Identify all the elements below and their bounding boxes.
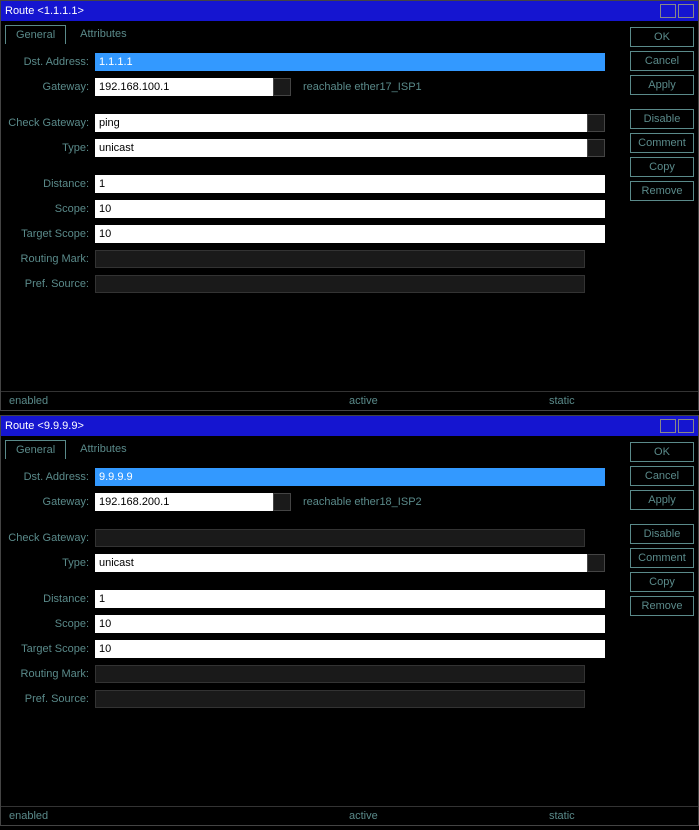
scope-input[interactable] xyxy=(95,200,605,218)
status-enabled: enabled xyxy=(9,395,349,407)
type-dropdown[interactable] xyxy=(587,139,605,157)
target-scope-input[interactable] xyxy=(95,640,605,658)
tab-general[interactable]: General xyxy=(5,440,66,459)
tabs: General Attributes xyxy=(5,25,624,44)
pref-source-input[interactable] xyxy=(95,690,585,708)
check-gateway-label: Check Gateway: xyxy=(5,532,95,544)
target-scope-label: Target Scope: xyxy=(5,228,95,240)
gateway-input[interactable] xyxy=(95,493,273,511)
routing-mark-label: Routing Mark: xyxy=(5,253,95,265)
gateway-dropdown[interactable] xyxy=(273,78,291,96)
remove-button[interactable]: Remove xyxy=(630,181,694,201)
statusbar: enabled active static xyxy=(1,391,698,410)
scope-label: Scope: xyxy=(5,618,95,630)
pref-source-label: Pref. Source: xyxy=(5,693,95,705)
titlebar[interactable]: Route <1.1.1.1> xyxy=(1,1,698,21)
gateway-status: reachable ether17_ISP1 xyxy=(303,81,422,93)
gateway-label: Gateway: xyxy=(5,81,95,93)
tabs: General Attributes xyxy=(5,440,624,459)
status-static: static xyxy=(549,810,690,822)
distance-label: Distance: xyxy=(5,178,95,190)
target-scope-label: Target Scope: xyxy=(5,643,95,655)
type-label: Type: xyxy=(5,142,95,154)
distance-input[interactable] xyxy=(95,590,605,608)
status-active: active xyxy=(349,810,549,822)
cancel-button[interactable]: Cancel xyxy=(630,51,694,71)
tab-attributes[interactable]: Attributes xyxy=(70,25,136,44)
routing-mark-input[interactable] xyxy=(95,665,585,683)
minimize-button[interactable] xyxy=(660,419,676,433)
gateway-status: reachable ether18_ISP2 xyxy=(303,496,422,508)
dst-address-label: Dst. Address: xyxy=(5,56,95,68)
target-scope-input[interactable] xyxy=(95,225,605,243)
dst-address-input[interactable] xyxy=(95,53,605,71)
tab-attributes[interactable]: Attributes xyxy=(70,440,136,459)
gateway-dropdown[interactable] xyxy=(273,493,291,511)
routing-mark-input[interactable] xyxy=(95,250,585,268)
apply-button[interactable]: Apply xyxy=(630,490,694,510)
status-static: static xyxy=(549,395,690,407)
type-input[interactable] xyxy=(95,554,587,572)
ok-button[interactable]: OK xyxy=(630,442,694,462)
status-enabled: enabled xyxy=(9,810,349,822)
remove-button[interactable]: Remove xyxy=(630,596,694,616)
pref-source-input[interactable] xyxy=(95,275,585,293)
dst-address-input[interactable] xyxy=(95,468,605,486)
route-window-2: Route <9.9.9.9> General Attributes Dst. … xyxy=(0,415,699,826)
distance-input[interactable] xyxy=(95,175,605,193)
pref-source-label: Pref. Source: xyxy=(5,278,95,290)
type-label: Type: xyxy=(5,557,95,569)
gateway-label: Gateway: xyxy=(5,496,95,508)
close-button[interactable] xyxy=(678,4,694,18)
titlebar[interactable]: Route <9.9.9.9> xyxy=(1,416,698,436)
tab-general[interactable]: General xyxy=(5,25,66,44)
scope-input[interactable] xyxy=(95,615,605,633)
minimize-button[interactable] xyxy=(660,4,676,18)
comment-button[interactable]: Comment xyxy=(630,548,694,568)
disable-button[interactable]: Disable xyxy=(630,109,694,129)
type-input[interactable] xyxy=(95,139,587,157)
check-gateway-dropdown[interactable] xyxy=(587,114,605,132)
check-gateway-label: Check Gateway: xyxy=(5,117,95,129)
copy-button[interactable]: Copy xyxy=(630,157,694,177)
check-gateway-input[interactable] xyxy=(95,529,585,547)
dst-address-label: Dst. Address: xyxy=(5,471,95,483)
scope-label: Scope: xyxy=(5,203,95,215)
check-gateway-input[interactable] xyxy=(95,114,587,132)
ok-button[interactable]: OK xyxy=(630,27,694,47)
window-title: Route <9.9.9.9> xyxy=(5,420,660,432)
disable-button[interactable]: Disable xyxy=(630,524,694,544)
statusbar: enabled active static xyxy=(1,806,698,825)
window-title: Route <1.1.1.1> xyxy=(5,5,660,17)
distance-label: Distance: xyxy=(5,593,95,605)
gateway-input[interactable] xyxy=(95,78,273,96)
status-active: active xyxy=(349,395,549,407)
route-window-1: Route <1.1.1.1> General Attributes Dst. … xyxy=(0,0,699,411)
apply-button[interactable]: Apply xyxy=(630,75,694,95)
close-button[interactable] xyxy=(678,419,694,433)
routing-mark-label: Routing Mark: xyxy=(5,668,95,680)
cancel-button[interactable]: Cancel xyxy=(630,466,694,486)
comment-button[interactable]: Comment xyxy=(630,133,694,153)
type-dropdown[interactable] xyxy=(587,554,605,572)
copy-button[interactable]: Copy xyxy=(630,572,694,592)
